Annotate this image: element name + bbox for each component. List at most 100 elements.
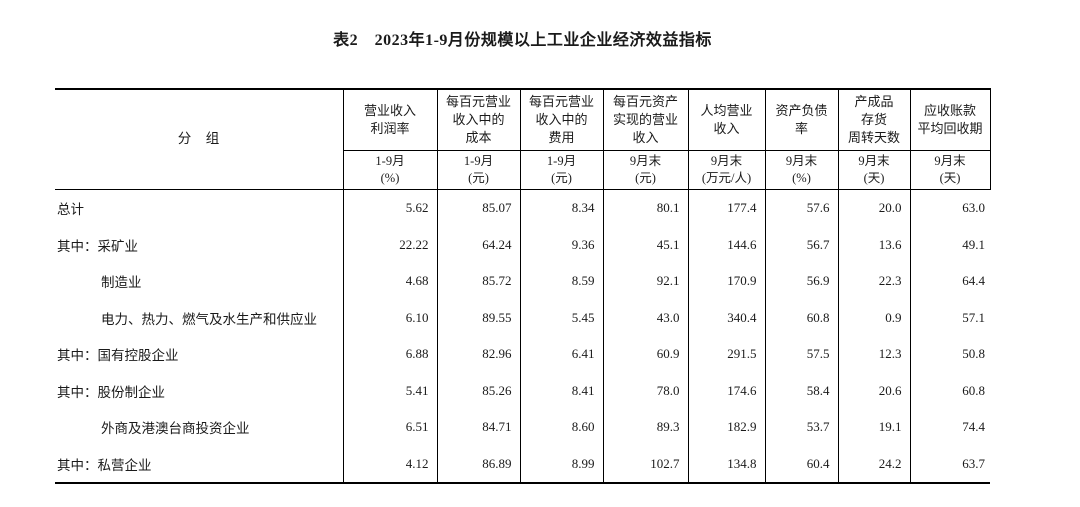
col-unit-label-6: (天) <box>863 171 885 185</box>
col-header-asset-liability-ratio: 资产负债 率 <box>764 89 838 151</box>
col-unit-label-4: (万元/人) <box>701 171 752 185</box>
cell: 4.68 <box>342 263 437 300</box>
cell: 85.07 <box>436 189 520 227</box>
cell: 60.8 <box>764 299 838 336</box>
cell: 60.4 <box>764 445 838 483</box>
cell: 134.8 <box>687 445 765 483</box>
col-unit-7: 9月末 (天) <box>909 150 991 190</box>
cell: 63.7 <box>909 445 990 483</box>
cell: 8.34 <box>519 189 603 227</box>
col-header-cost-per-100: 每百元营业 收入中的 成本 <box>436 89 520 151</box>
col-unit-5: 9月末 (%) <box>764 150 838 190</box>
table-row-total: 总计 5.62 85.07 8.34 80.1 177.4 57.6 20.0 … <box>55 189 990 227</box>
col-unit-label-0: (%) <box>380 171 400 185</box>
cell: 6.51 <box>342 409 437 446</box>
cell: 6.41 <box>519 336 603 373</box>
col-unit-4: 9月末 (万元/人) <box>687 150 765 190</box>
row-label: 电力、热力、燃气及水生产和供应业 <box>101 311 317 327</box>
col-unit-label-1: (元) <box>468 171 489 185</box>
cell: 20.6 <box>837 372 910 409</box>
cell: 8.99 <box>519 445 603 483</box>
cell: 57.5 <box>764 336 838 373</box>
table-row-mining: 其中：采矿业 22.22 64.24 9.36 45.1 144.6 56.7 … <box>55 226 990 263</box>
cell: 45.1 <box>602 226 688 263</box>
cell: 60.8 <box>909 372 990 409</box>
cell: 5.45 <box>519 299 603 336</box>
cell: 64.24 <box>436 226 520 263</box>
cell: 5.41 <box>342 372 437 409</box>
cell: 340.4 <box>687 299 765 336</box>
cell: 74.4 <box>909 409 990 446</box>
cell: 24.2 <box>837 445 910 483</box>
table-row-shareholding: 其中：股份制企业 5.41 85.26 8.41 78.0 174.6 58.4… <box>55 372 990 409</box>
cell: 57.1 <box>909 299 990 336</box>
table-row-private: 其中：私营企业 4.12 86.89 8.99 102.7 134.8 60.4… <box>55 445 990 483</box>
cell: 144.6 <box>687 226 765 263</box>
col-header-expense-per-100: 每百元营业 收入中的 费用 <box>519 89 603 151</box>
col-unit-label-2: (元) <box>551 171 572 185</box>
cell: 86.89 <box>436 445 520 483</box>
cell: 78.0 <box>602 372 688 409</box>
cell: 49.1 <box>909 226 990 263</box>
cell: 291.5 <box>687 336 765 373</box>
col-unit-label-7: (天) <box>939 171 961 185</box>
cell: 13.6 <box>837 226 910 263</box>
col-period-6: 9月末 <box>858 153 890 168</box>
cell: 6.10 <box>342 299 437 336</box>
cell: 85.72 <box>436 263 520 300</box>
cell: 8.41 <box>519 372 603 409</box>
cell: 5.62 <box>342 189 437 227</box>
table-body: 总计 5.62 85.07 8.34 80.1 177.4 57.6 20.0 … <box>55 189 990 483</box>
table-header: 分 组 营业收入 利润率 每百元营业 收入中的 成本 每百元营业 收入中的 费用… <box>55 89 991 190</box>
col-unit-6: 9月末 (天) <box>837 150 910 190</box>
col-period-4: 9月末 <box>710 153 743 168</box>
cell: 8.60 <box>519 409 603 446</box>
col-period-0: 1-9月 <box>375 153 405 168</box>
cell: 60.9 <box>602 336 688 373</box>
cell: 53.7 <box>764 409 838 446</box>
col-period-1: 1-9月 <box>463 153 494 168</box>
table-row-utilities: 电力、热力、燃气及水生产和供应业 6.10 89.55 5.45 43.0 34… <box>55 299 990 336</box>
cell: 0.9 <box>837 299 910 336</box>
cell: 63.0 <box>909 189 990 227</box>
row-label: 其中：私营企业 <box>57 457 152 473</box>
cell: 102.7 <box>602 445 688 483</box>
page-title: 表2 2023年1-9月份规模以上工业企业经济效益指标 <box>333 32 712 49</box>
col-unit-3: 9月末 (元) <box>602 150 688 190</box>
cell: 56.7 <box>764 226 838 263</box>
table-row-manufacturing: 制造业 4.68 85.72 8.59 92.1 170.9 56.9 22.3… <box>55 263 990 300</box>
cell: 177.4 <box>687 189 765 227</box>
cell: 64.4 <box>909 263 990 300</box>
cell: 82.96 <box>436 336 520 373</box>
col-header-revenue-per-capita: 人均营业 收入 <box>687 89 765 151</box>
cell: 56.9 <box>764 263 838 300</box>
col-unit-0: 1-9月 (%) <box>342 150 437 190</box>
cell: 84.71 <box>436 409 520 446</box>
row-label: 其中：国有控股企业 <box>57 348 179 364</box>
cell: 89.55 <box>436 299 520 336</box>
col-header-receivables-collection-period: 应收账款 平均回收期 <box>909 89 991 151</box>
cell: 170.9 <box>687 263 765 300</box>
indicators-table: 分 组 营业收入 利润率 每百元营业 收入中的 成本 每百元营业 收入中的 费用… <box>55 88 991 484</box>
cell: 174.6 <box>687 372 765 409</box>
cell: 85.26 <box>436 372 520 409</box>
col-unit-label-3: (元) <box>635 171 656 185</box>
col-header-inventory-turnover-days: 产成品 存货 周转天数 <box>837 89 910 151</box>
col-unit-2: 1-9月 (元) <box>519 150 603 190</box>
row-label: 其中：采矿业 <box>57 238 138 254</box>
col-period-7: 9月末 <box>934 153 966 168</box>
col-unit-1: 1-9月 (元) <box>436 150 520 190</box>
table-row-foreign-invested: 外商及港澳台商投资企业 6.51 84.71 8.60 89.3 182.9 5… <box>55 409 990 446</box>
cell: 20.0 <box>837 189 910 227</box>
cell: 50.8 <box>909 336 990 373</box>
header-row-units: 1-9月 (%) 1-9月 (元) 1-9月 (元) 9月末 (元) 9月末 <box>55 150 991 190</box>
cell: 22.3 <box>837 263 910 300</box>
cell: 12.3 <box>837 336 910 373</box>
group-column-header: 分 组 <box>55 89 344 190</box>
cell: 58.4 <box>764 372 838 409</box>
cell: 8.59 <box>519 263 603 300</box>
table-row-state-holding: 其中：国有控股企业 6.88 82.96 6.41 60.9 291.5 57.… <box>55 336 990 373</box>
col-period-3: 9月末 <box>629 153 662 168</box>
header-row-groups: 分 组 营业收入 利润率 每百元营业 收入中的 成本 每百元营业 收入中的 费用… <box>55 89 991 190</box>
